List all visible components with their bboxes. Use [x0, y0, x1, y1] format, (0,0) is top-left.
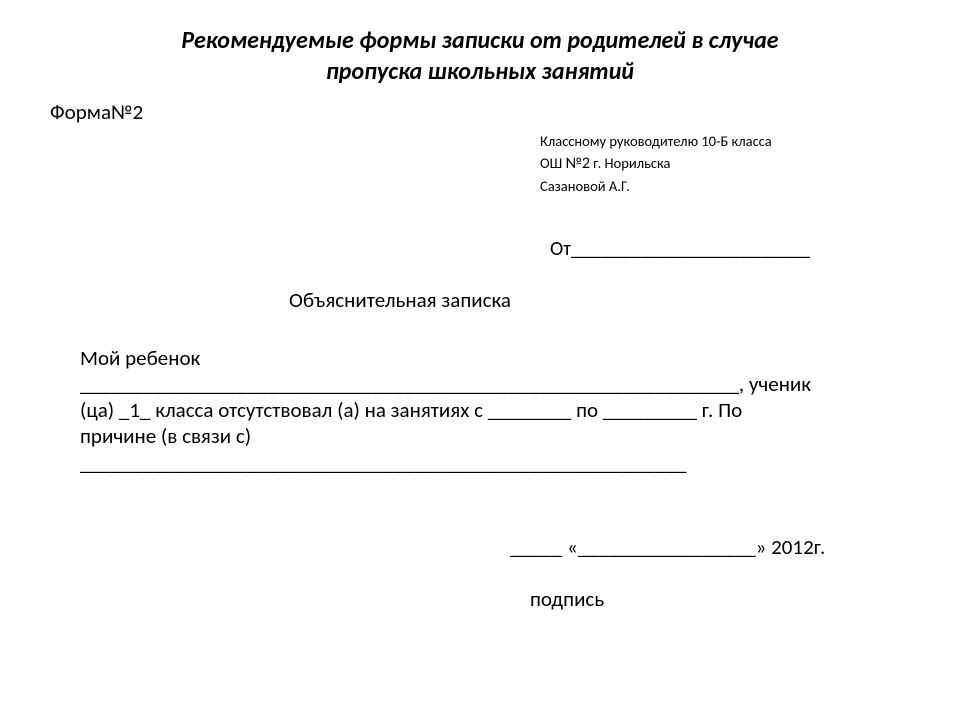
from-label: От — [550, 237, 571, 261]
from-block: От________________________ — [550, 237, 910, 261]
title-line-1: Рекомендуемые формы записки от родителей… — [181, 26, 778, 55]
body-line-5: ________________________________________… — [80, 450, 860, 476]
from-blank: ________________________ — [571, 237, 810, 261]
body-line-2: ________________________________________… — [80, 371, 860, 397]
date-block: _____ «_________________» 2012г. — [510, 534, 910, 560]
body-line-4: причине (в связи с) — [80, 423, 860, 449]
body-line-3: (ца) _1_ класса отсутствовал (а) на заня… — [80, 397, 860, 423]
date-open-quote: « — [562, 534, 578, 560]
recipient-block: Классному руководителю 10-Б класса ОШ №2… — [540, 131, 910, 196]
document-title: Рекомендуемые формы записки от родителей… — [50, 25, 910, 87]
title-line-2: пропуска школьных занятий — [326, 57, 634, 86]
note-title: Объяснительная записка — [0, 287, 910, 313]
body-text: Мой ребенок ____________________________… — [80, 345, 860, 476]
date-year: 2012г. — [771, 534, 825, 560]
body-line-1: Мой ребенок — [80, 345, 860, 371]
signature-label: подпись — [530, 586, 910, 612]
recipient-line-1: Классному руководителю 10-Б класса — [540, 131, 910, 152]
form-number-label: Форма№2 — [50, 99, 910, 125]
date-blank-2: _________________ — [578, 534, 756, 560]
recipient-line-3: Сазановой А.Г. — [540, 176, 910, 197]
recipient-line-2: ОШ №2 г. Норильска — [540, 152, 910, 175]
date-close-quote: » — [756, 534, 772, 560]
date-blank-1: _____ — [510, 534, 562, 560]
